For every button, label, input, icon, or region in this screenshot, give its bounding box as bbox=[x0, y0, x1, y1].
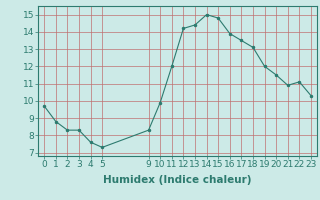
X-axis label: Humidex (Indice chaleur): Humidex (Indice chaleur) bbox=[103, 175, 252, 185]
